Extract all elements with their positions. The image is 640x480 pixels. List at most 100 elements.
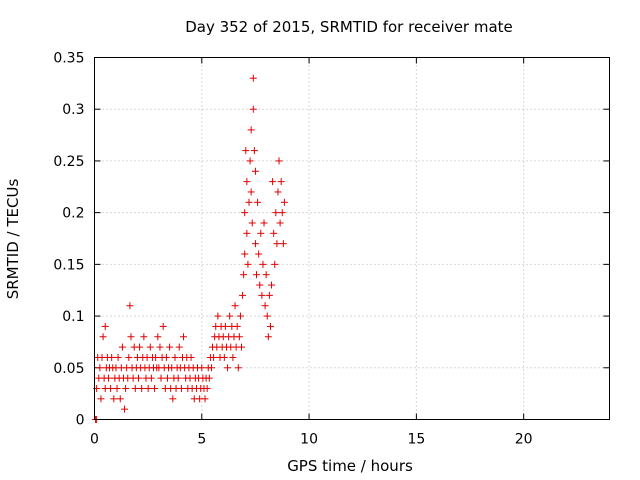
data-point — [159, 322, 167, 330]
data-point — [270, 229, 278, 237]
data-point — [260, 219, 268, 227]
data-point — [248, 219, 256, 227]
data-point — [169, 395, 177, 403]
data-point — [240, 271, 248, 279]
data-point — [108, 353, 116, 361]
data-point — [207, 364, 215, 372]
data-point — [101, 322, 109, 330]
data-point — [239, 291, 247, 299]
data-point — [203, 384, 211, 392]
data-point — [201, 395, 209, 403]
y-tick-labels: 0 0.05 0.1 0.15 0.2 0.25 0.3 0.35 — [53, 51, 84, 429]
data-point — [131, 384, 139, 392]
data-point — [249, 74, 257, 82]
data-point — [229, 353, 237, 361]
data-point — [257, 229, 265, 237]
data-point — [162, 353, 170, 361]
data-point — [113, 384, 121, 392]
data-point — [97, 395, 105, 403]
data-point — [146, 343, 154, 351]
data-point — [278, 209, 286, 217]
data-point — [266, 322, 274, 330]
data-point — [174, 374, 182, 382]
x-axis-label: GPS time / hours — [287, 457, 413, 475]
data-point — [175, 343, 183, 351]
chart-title: Day 352 of 2015, SRMTID for receiver mat… — [185, 18, 513, 36]
data-point — [147, 374, 155, 382]
data-point — [251, 167, 259, 175]
data-point — [224, 364, 232, 372]
data-point — [256, 281, 264, 289]
data-point — [122, 384, 130, 392]
data-point — [237, 343, 245, 351]
data-point — [125, 353, 133, 361]
y-tick-label: 0 — [76, 413, 85, 429]
data-point — [277, 178, 285, 186]
data-point — [264, 333, 272, 341]
data-point — [271, 260, 279, 268]
data-point — [107, 384, 115, 392]
data-point — [245, 198, 253, 206]
data-point — [140, 333, 148, 341]
data-point — [166, 343, 174, 351]
data-point — [110, 395, 118, 403]
data-point — [235, 333, 243, 341]
y-tick-label: 0.35 — [53, 51, 84, 67]
x-tick-label: 5 — [197, 432, 206, 448]
data-point — [276, 219, 284, 227]
data-point — [241, 250, 249, 258]
data-point — [246, 157, 254, 165]
data-point — [210, 353, 218, 361]
data-point — [275, 157, 283, 165]
data-point — [118, 343, 126, 351]
data-point — [231, 302, 239, 310]
data-point — [243, 229, 251, 237]
data-point — [243, 178, 251, 186]
data-point — [126, 302, 134, 310]
data-point — [114, 353, 122, 361]
y-tick-label: 0.05 — [53, 361, 84, 377]
data-point — [258, 291, 266, 299]
data-point — [254, 198, 262, 206]
y-tick-label: 0.1 — [62, 309, 84, 325]
data-point — [121, 405, 129, 413]
grid-lines — [94, 57, 610, 420]
data-point — [262, 271, 270, 279]
data-point — [234, 364, 242, 372]
data-point — [221, 322, 229, 330]
data-point — [171, 353, 179, 361]
x-tick-label: 10 — [300, 432, 318, 448]
data-point — [151, 384, 159, 392]
data-point — [116, 395, 124, 403]
x-tick-label: 15 — [407, 432, 425, 448]
data-point — [104, 374, 112, 382]
data-point — [136, 343, 144, 351]
data-point — [269, 178, 277, 186]
data-point — [163, 374, 171, 382]
x-tick-labels: 0 5 10 15 20 — [90, 432, 533, 448]
plot-frame — [94, 57, 610, 420]
y-tick-label: 0.2 — [62, 206, 84, 222]
data-point — [205, 374, 213, 382]
data-point — [157, 374, 165, 382]
data-point — [247, 188, 255, 196]
data-point — [198, 364, 206, 372]
data-point — [263, 312, 271, 320]
data-point — [268, 281, 276, 289]
data-point — [144, 384, 152, 392]
data-point — [99, 333, 107, 341]
data-point — [177, 384, 185, 392]
y-axis-label: SRMTID / TECUs — [4, 179, 22, 300]
data-point — [250, 147, 258, 155]
data-point — [265, 291, 273, 299]
data-point — [226, 312, 234, 320]
data-point — [180, 333, 188, 341]
y-tick-label: 0.15 — [53, 257, 84, 273]
data-point — [279, 240, 287, 248]
data-point — [249, 105, 257, 113]
data-point — [244, 260, 252, 268]
y-tick-label: 0.3 — [62, 102, 84, 118]
data-point — [138, 384, 146, 392]
y-tick-label: 0.25 — [53, 154, 84, 170]
